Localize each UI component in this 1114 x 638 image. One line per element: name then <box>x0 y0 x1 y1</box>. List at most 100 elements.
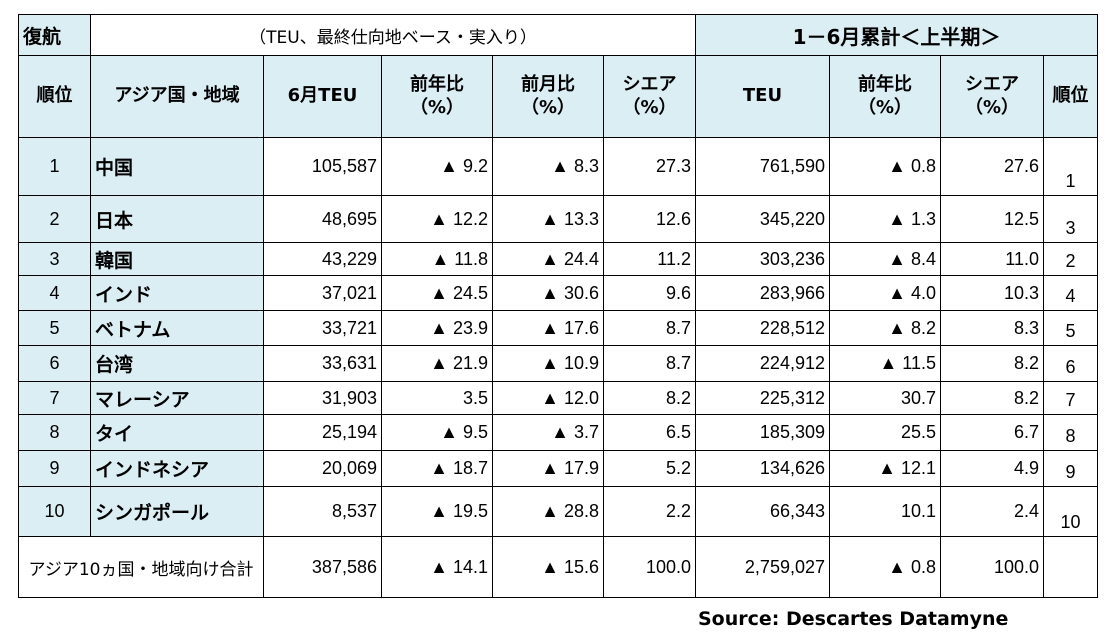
table-cell: ▲ 17.6 <box>492 310 604 346</box>
table-row: アジア10ヵ国・地域向け合計 387,586 ▲ 14.1 ▲ 15.6 100.0 2,… <box>18 536 1098 598</box>
table-cell: 66,343 <box>695 486 830 537</box>
table-cell: 3 <box>1043 195 1098 243</box>
table-cell: ▲ 23.9 <box>381 310 493 346</box>
table-cell: ▲ 12.0 <box>492 381 604 415</box>
table-cell: 8 <box>1043 414 1098 451</box>
table-cell: 10.1 <box>829 486 941 537</box>
table-cell: 100.0 <box>940 536 1044 598</box>
table-cell: 6.5 <box>603 414 696 451</box>
table-cell: インドネシア <box>90 450 264 487</box>
table-cell: 前年比 （%） <box>829 55 941 138</box>
table-row: 順位 アジア国・地域 6月TEU 前年比 （%） 前月比 （%） シエア （%） TEU 前年… <box>18 55 1098 138</box>
table-cell: 3 <box>18 242 91 276</box>
table-cell: 8.2 <box>940 345 1044 382</box>
table-cell: ▲ 3.7 <box>492 414 604 451</box>
table-row: 8 タイ 25,194 ▲ 9.5 ▲ 3.7 6.5 185,309 25.5 6.7 8 <box>18 414 1098 451</box>
table-cell: 31,903 <box>263 381 382 415</box>
table-cell: ▲ 8.4 <box>829 242 941 276</box>
table-row: 3 韓国 43,229 ▲ 11.8 ▲ 24.4 11.2 303,236 ▲ 8.4 11.… <box>18 242 1098 276</box>
table-cell: 10.3 <box>940 275 1044 311</box>
table-cell: ▲ 1.3 <box>829 195 941 243</box>
table-cell: 224,912 <box>695 345 830 382</box>
table-cell: ▲ 30.6 <box>492 275 604 311</box>
table-cell: ▲ 14.1 <box>381 536 493 598</box>
table-cell: 台湾 <box>90 345 264 382</box>
table-cell: 前年比 （%） <box>381 55 493 138</box>
table-cell: 日本 <box>90 195 264 243</box>
table-cell: 8,537 <box>263 486 382 537</box>
table-cell: 27.3 <box>603 137 696 196</box>
table-cell: 6 <box>1043 345 1098 382</box>
table-cell: 387,586 <box>263 536 382 598</box>
table-cell: 185,309 <box>695 414 830 451</box>
table-cell: 2,759,027 <box>695 536 830 598</box>
table-cell: 中国 <box>90 137 264 196</box>
table-cell: 5.2 <box>603 450 696 487</box>
table-cell: 1 <box>18 137 91 196</box>
table-cell: 33,631 <box>263 345 382 382</box>
table-row: 1 中国 105,587 ▲ 9.2 ▲ 8.3 27.3 761,590 ▲ 0.8 27.6… <box>18 137 1098 196</box>
table-cell: ▲ 0.8 <box>829 137 941 196</box>
table-row: 5 ベトナム 33,721 ▲ 23.9 ▲ 17.6 8.7 228,512 ▲ 8.2 8.… <box>18 310 1098 346</box>
table-cell: ▲ 19.5 <box>381 486 493 537</box>
table-cell: （TEU、最終仕向地ベース・実入り） <box>90 14 696 56</box>
table-cell: 8.3 <box>940 310 1044 346</box>
table-cell: 1 <box>1043 137 1098 196</box>
table-row: 10 シンガポール 8,537 ▲ 19.5 ▲ 28.8 2.2 66,343 10.1 2.… <box>18 486 1098 537</box>
table-cell: アジア10ヵ国・地域向け合計 <box>18 536 264 598</box>
table-cell: 43,229 <box>263 242 382 276</box>
table-cell: 2 <box>1043 242 1098 276</box>
table-cell: 6月TEU <box>263 55 382 138</box>
data-table: 復航 （TEU、最終仕向地ベース・実入り） 1－6月累計＜上半期＞ 順位 アジア国・地域… <box>18 14 1098 598</box>
table-cell: ▲ 9.2 <box>381 137 493 196</box>
table-cell: 順位 <box>1043 55 1098 138</box>
table-cell: ▲ 12.1 <box>829 450 941 487</box>
table-cell: シンガポール <box>90 486 264 537</box>
table-cell: シエア （%） <box>940 55 1044 138</box>
table-cell: 9.6 <box>603 275 696 311</box>
table-cell: 30.7 <box>829 381 941 415</box>
table-cell: ▲ 17.9 <box>492 450 604 487</box>
table-cell: マレーシア <box>90 381 264 415</box>
table-cell: ▲ 21.9 <box>381 345 493 382</box>
table-cell: アジア国・地域 <box>90 55 264 138</box>
table-cell: シエア （%） <box>603 55 696 138</box>
table-cell: 27.6 <box>940 137 1044 196</box>
table-cell: 12.6 <box>603 195 696 243</box>
table-cell: ▲ 28.8 <box>492 486 604 537</box>
table-cell: 9 <box>18 450 91 487</box>
table-cell: 4 <box>1043 275 1098 311</box>
table-cell: 3.5 <box>381 381 493 415</box>
table-cell: 前月比 （%） <box>492 55 604 138</box>
table-cell: ▲ 8.2 <box>829 310 941 346</box>
table-row: 2 日本 48,695 ▲ 12.2 ▲ 13.3 12.6 345,220 ▲ 1.3 12.… <box>18 195 1098 243</box>
table-cell: 6 <box>18 345 91 382</box>
table-cell: 20,069 <box>263 450 382 487</box>
table-cell: ▲ 24.4 <box>492 242 604 276</box>
table-row: 7 マレーシア 31,903 3.5 ▲ 12.0 8.2 225,312 30.7 8.2 7 <box>18 381 1098 415</box>
table-cell: 10 <box>18 486 91 537</box>
table-cell: 7 <box>18 381 91 415</box>
table-cell: ▲ 12.2 <box>381 195 493 243</box>
table-cell: 303,236 <box>695 242 830 276</box>
table-cell: 25,194 <box>263 414 382 451</box>
table-cell: 225,312 <box>695 381 830 415</box>
table-cell: 283,966 <box>695 275 830 311</box>
table-cell: ▲ 13.3 <box>492 195 604 243</box>
table-cell: ▲ 10.9 <box>492 345 604 382</box>
table-row: 6 台湾 33,631 ▲ 21.9 ▲ 10.9 8.7 224,912 ▲ 11.5 8.2… <box>18 345 1098 382</box>
table-cell: ▲ 18.7 <box>381 450 493 487</box>
table-cell: 134,626 <box>695 450 830 487</box>
table-cell: ▲ 0.8 <box>829 536 941 598</box>
table-cell: 48,695 <box>263 195 382 243</box>
table-cell: ▲ 8.3 <box>492 137 604 196</box>
table-cell: タイ <box>90 414 264 451</box>
table-cell: ▲ 11.5 <box>829 345 941 382</box>
table-cell: ベトナム <box>90 310 264 346</box>
table-cell: ▲ 4.0 <box>829 275 941 311</box>
table-cell: 10 <box>1043 486 1098 537</box>
table-cell: 345,220 <box>695 195 830 243</box>
table-cell: 8 <box>18 414 91 451</box>
table-cell: ▲ 9.5 <box>381 414 493 451</box>
